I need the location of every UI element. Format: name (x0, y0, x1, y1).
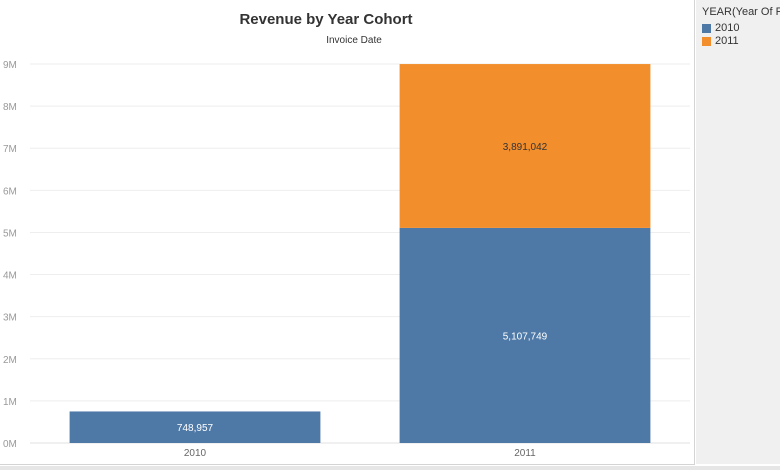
data-label-2011-series-2011: 3,891,042 (503, 142, 548, 153)
bar-2011-series-2010[interactable] (399, 227, 651, 443)
y-tick-label: 3M (3, 313, 17, 324)
x-tick-label-2011: 2011 (514, 448, 536, 459)
y-tick-label: 6M (3, 186, 17, 197)
bottom-scrollbar-strip (0, 466, 780, 470)
data-label-2010-series-2010: 748,957 (177, 423, 214, 434)
data-label-2011-series-2010: 5,107,749 (503, 331, 548, 342)
x-axis-ticks: 2010 2011 (184, 448, 536, 459)
y-tick-label: 0M (3, 439, 17, 450)
y-tick-label: 5M (3, 228, 17, 239)
chart-svg: Revenue by Year Cohort Invoice Date 0M 1M… (3, 11, 690, 459)
legend-item-2010[interactable]: 2010 (702, 22, 739, 34)
legend-swatch-2010 (702, 23, 711, 33)
legend-panel: YEAR(Year Of First 2010 2011 (696, 0, 780, 464)
y-tick-label: 9M (3, 60, 17, 71)
legend-swatch-2011 (702, 36, 711, 46)
y-tick-label: 7M (3, 144, 17, 155)
y-tick-label: 8M (3, 102, 17, 113)
data-labels: 748,957 5,107,749 3,891,042 (177, 142, 548, 434)
legend-item-2011[interactable]: 2011 (702, 35, 739, 47)
chart-subtitle: Invoice Date (326, 35, 382, 46)
bars (69, 64, 651, 443)
legend-title: YEAR(Year Of First (702, 6, 780, 18)
bar-2011-series-2011[interactable] (399, 64, 651, 228)
x-tick-label-2010: 2010 (184, 448, 207, 459)
bar-2010-series-2010[interactable] (69, 411, 321, 443)
legend-label-2011: 2011 (715, 35, 739, 47)
legend-label-2010: 2010 (715, 22, 740, 34)
y-tick-label: 1M (3, 397, 17, 408)
y-tick-label: 4M (3, 271, 17, 282)
y-axis-ticks: 0M 1M 2M 3M 4M 5M 6M 7M 8M 9M (3, 60, 17, 450)
chart-area: Revenue by Year Cohort Invoice Date 0M 1M… (0, 0, 695, 465)
y-tick-label: 2M (3, 355, 17, 366)
chart-title: Revenue by Year Cohort (239, 11, 412, 28)
